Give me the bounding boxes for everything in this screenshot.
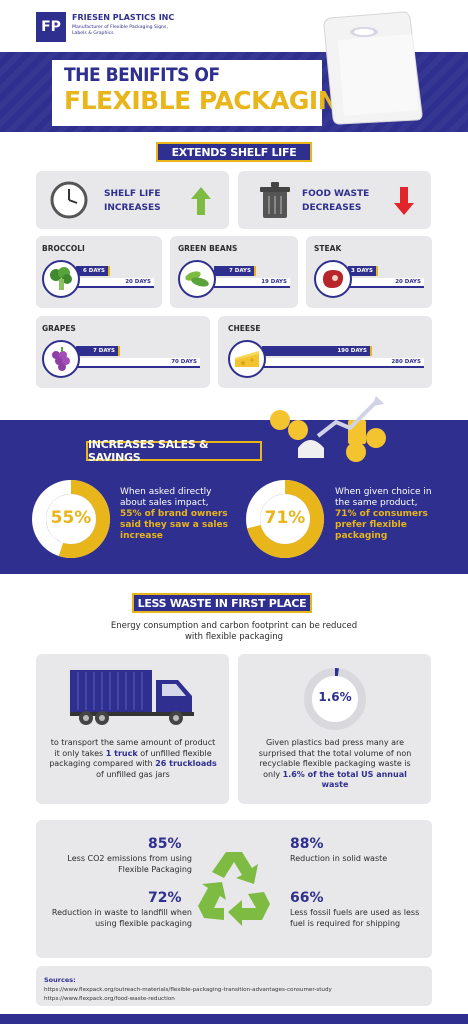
bar-extended-days: 20 DAYS [348,278,424,288]
grapes-icon [52,347,70,371]
bar-base-days: 190 DAYS [262,346,372,356]
bar-base-days: 6 DAYS [76,266,110,276]
bar-base-days: 3 DAYS [348,266,378,276]
waste-donut-text: Given plastics bad press many are surpri… [252,738,418,791]
recycle-icon [198,852,270,926]
food-name: BROCCOLI [42,244,85,253]
bar-extended-days: 280 DAYS [262,358,424,368]
bar-extended-days: 70 DAYS [76,358,200,368]
waste-donut-highlight: 1.6% of the total US annual waste [282,769,407,790]
food-name: CHEESE [228,324,261,333]
food-card-cheese: CHEESE 280 DAYS 190 DAYS [218,316,432,388]
truck-icon [70,670,194,725]
sales-right-highlight: 71% of consumers prefer flexible packagi… [335,509,428,541]
title-card [52,60,322,126]
donut-value-1-6: 1.6% [318,690,352,704]
footer-bar [0,1014,468,1024]
food-card-grapes: GRAPES 70 DAYS 7 DAYS [36,316,210,388]
donut-chart-1-6 [304,668,366,730]
food-waste-label-1: FOOD WASTE [302,189,370,199]
sales-left-intro: When asked directly about sales impact, [120,487,212,508]
waste-intro: Energy consumption and carbon footprint … [110,621,358,642]
non-recyclable-card: 1.6% Given plastics bad press many are s… [238,654,431,804]
truck-card: to transport the same amount of product … [36,654,229,804]
stats-card: 85% Less CO2 emissions from using Flexib… [36,820,432,958]
company-tagline: Manufacturer of Flexible Packaging Signs… [72,25,168,36]
sources-card [36,966,432,1006]
food-waste-label-2: DECREASES [302,203,362,213]
food-card-steak: STEAK 20 DAYS 3 DAYS [306,236,432,308]
page-title-line1: THE BENIFITS OF [64,64,220,86]
truck-text-part2: of unfilled flexible packaging compared … [49,748,212,769]
donut-chart-71 [246,480,324,558]
stat-text: Reduction in waste to landfill when usin… [51,908,192,928]
truck-text-part3: of unfilled gas jars [96,769,170,779]
sales-right-text: When given choice in the same product, 7… [335,487,439,542]
section-title-shelf-life: EXTENDS SHELF LIFE [156,142,312,162]
food-name: GREEN BEANS [178,244,238,253]
trash-can-icon [260,182,290,218]
stat-text: Reduction in solid waste [290,854,388,863]
food-name: GRAPES [42,324,76,333]
logo: FP [36,12,66,42]
truck-highlight-2: 26 truckloads [155,759,217,768]
stat-text: Less CO2 emissions from using Flexible P… [67,854,192,874]
food-waste-decrease-card: FOOD WASTE DECREASES [238,171,431,229]
sales-left-text: When asked directly about sales impact, … [120,487,228,542]
shelf-life-increase-card: SHELF LIFE INCREASES [36,171,229,229]
sales-left-highlight: 55% of brand owners said they saw a sale… [120,509,228,541]
source-link-2[interactable]: https://www.flexpack.org/food-waste-redu… [44,996,175,1002]
bar-base-days: 7 DAYS [214,266,256,276]
section-title-sales: INCREASES SALES & SAVINGS [86,438,262,464]
section-title-less-waste: LESS WASTE IN FIRST PLACE [132,593,312,613]
plastic-bag-icon [323,11,423,125]
truck-text-part1: to transport the same amount of product … [50,738,216,758]
truck-text: to transport the same amount of product … [48,738,218,780]
donut-value-55: 55% [50,508,92,528]
food-name: STEAK [314,244,342,253]
company-name: FRIESEN PLASTICS INC [72,13,175,22]
sales-right-intro: When given choice in the same product, [335,487,432,508]
bar-extended-days: 20 DAYS [76,278,154,288]
steak-icon [323,270,344,288]
shelf-life-label-2: INCREASES [104,203,161,213]
coins-growth-icon [270,396,386,462]
cheese-icon [235,351,259,367]
bar-base-days: 7 DAYS [76,346,120,356]
truck-highlight-1: 1 truck [105,748,138,758]
shelf-life-label-1: SHELF LIFE [104,189,161,199]
clock-icon [50,181,88,219]
bar-extended-days: 19 DAYS [214,278,290,288]
donut-value-71: 71% [264,508,306,528]
stat-value: 88% [290,836,324,852]
arrow-down-icon [394,187,414,215]
stat-value: 72% [148,890,182,906]
stat-value: 66% [290,890,324,906]
arrow-up-icon [191,187,211,215]
food-card-green-beans: GREEN BEANS 19 DAYS 7 DAYS [170,236,298,308]
green-beans-icon [185,271,209,287]
page-title-line2: FLEXIBLE PACKAGING [64,86,359,115]
food-card-broccoli: BROCCOLI 20 DAYS 6 DAYS [36,236,162,308]
donut-chart-55 [32,480,110,558]
waste-donut-intro: Given plastics bad press many are surpri… [258,738,412,779]
source-link-1[interactable]: https://www.flexpack.org/outreach-materi… [44,987,332,993]
stat-value: 85% [148,836,182,852]
broccoli-icon [50,267,72,290]
sources-title: Sources: [44,976,76,984]
stat-text: Less fossil fuels are used as less fuel … [290,908,420,928]
